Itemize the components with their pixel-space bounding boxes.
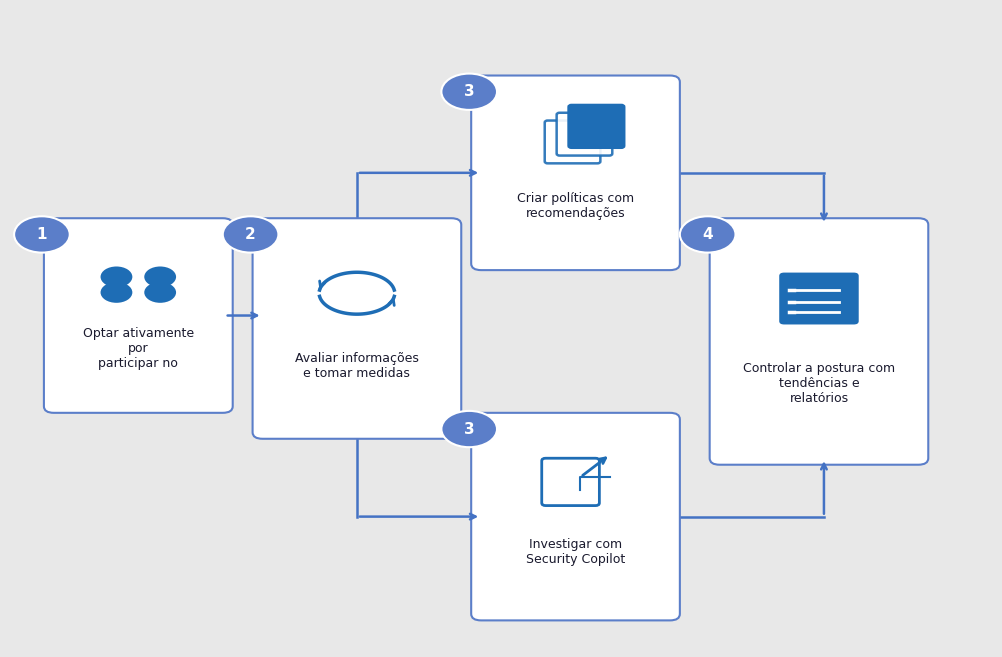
FancyBboxPatch shape [542,458,599,506]
FancyBboxPatch shape [568,105,624,148]
Circle shape [680,216,735,252]
FancyBboxPatch shape [471,413,680,620]
Text: Avaliar informações
e tomar medidas: Avaliar informações e tomar medidas [295,352,419,380]
Circle shape [14,216,70,252]
Circle shape [441,74,497,110]
Circle shape [441,411,497,447]
Text: Optar ativamente
por
participar no: Optar ativamente por participar no [83,327,193,370]
Text: Criar políticas com
recomendações: Criar políticas com recomendações [517,191,634,219]
FancyBboxPatch shape [780,273,859,325]
Text: 3: 3 [464,422,475,436]
Text: 4: 4 [702,227,713,242]
Circle shape [144,267,176,287]
Circle shape [144,282,176,303]
Circle shape [222,216,279,252]
Text: Investigar com
Security Copilot: Investigar com Security Copilot [526,537,625,566]
FancyBboxPatch shape [471,76,680,270]
Text: Controlar a postura com
tendências e
relatórios: Controlar a postura com tendências e rel… [742,362,895,405]
Text: 3: 3 [464,84,475,99]
FancyBboxPatch shape [253,218,461,439]
Circle shape [100,267,132,287]
FancyBboxPatch shape [44,218,232,413]
Text: 2: 2 [245,227,256,242]
Text: 1: 1 [37,227,47,242]
FancyBboxPatch shape [709,218,928,464]
FancyBboxPatch shape [545,120,600,164]
FancyBboxPatch shape [557,113,612,156]
Circle shape [100,282,132,303]
